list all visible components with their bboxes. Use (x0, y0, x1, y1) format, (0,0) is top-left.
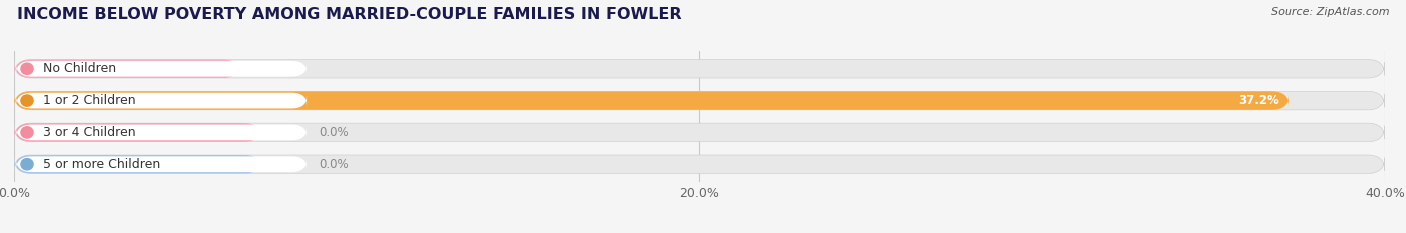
Text: 37.2%: 37.2% (1237, 94, 1278, 107)
FancyBboxPatch shape (15, 61, 307, 77)
Text: 6.6%: 6.6% (197, 62, 231, 75)
Text: INCOME BELOW POVERTY AMONG MARRIED-COUPLE FAMILIES IN FOWLER: INCOME BELOW POVERTY AMONG MARRIED-COUPL… (17, 7, 682, 22)
FancyBboxPatch shape (14, 60, 240, 78)
FancyBboxPatch shape (14, 60, 1385, 78)
Circle shape (21, 127, 34, 138)
Circle shape (21, 63, 34, 74)
Circle shape (21, 95, 34, 106)
FancyBboxPatch shape (15, 156, 307, 172)
FancyBboxPatch shape (14, 123, 1385, 142)
Text: Source: ZipAtlas.com: Source: ZipAtlas.com (1271, 7, 1389, 17)
FancyBboxPatch shape (14, 91, 1385, 110)
Text: 5 or more Children: 5 or more Children (44, 158, 160, 171)
FancyBboxPatch shape (14, 91, 1289, 110)
Text: 3 or 4 Children: 3 or 4 Children (44, 126, 136, 139)
FancyBboxPatch shape (14, 123, 262, 142)
FancyBboxPatch shape (15, 93, 307, 108)
Text: 0.0%: 0.0% (319, 126, 349, 139)
Text: 1 or 2 Children: 1 or 2 Children (44, 94, 136, 107)
FancyBboxPatch shape (15, 125, 307, 140)
FancyBboxPatch shape (14, 155, 262, 173)
Text: No Children: No Children (44, 62, 117, 75)
Circle shape (21, 159, 34, 170)
FancyBboxPatch shape (14, 155, 1385, 173)
Text: 0.0%: 0.0% (319, 158, 349, 171)
